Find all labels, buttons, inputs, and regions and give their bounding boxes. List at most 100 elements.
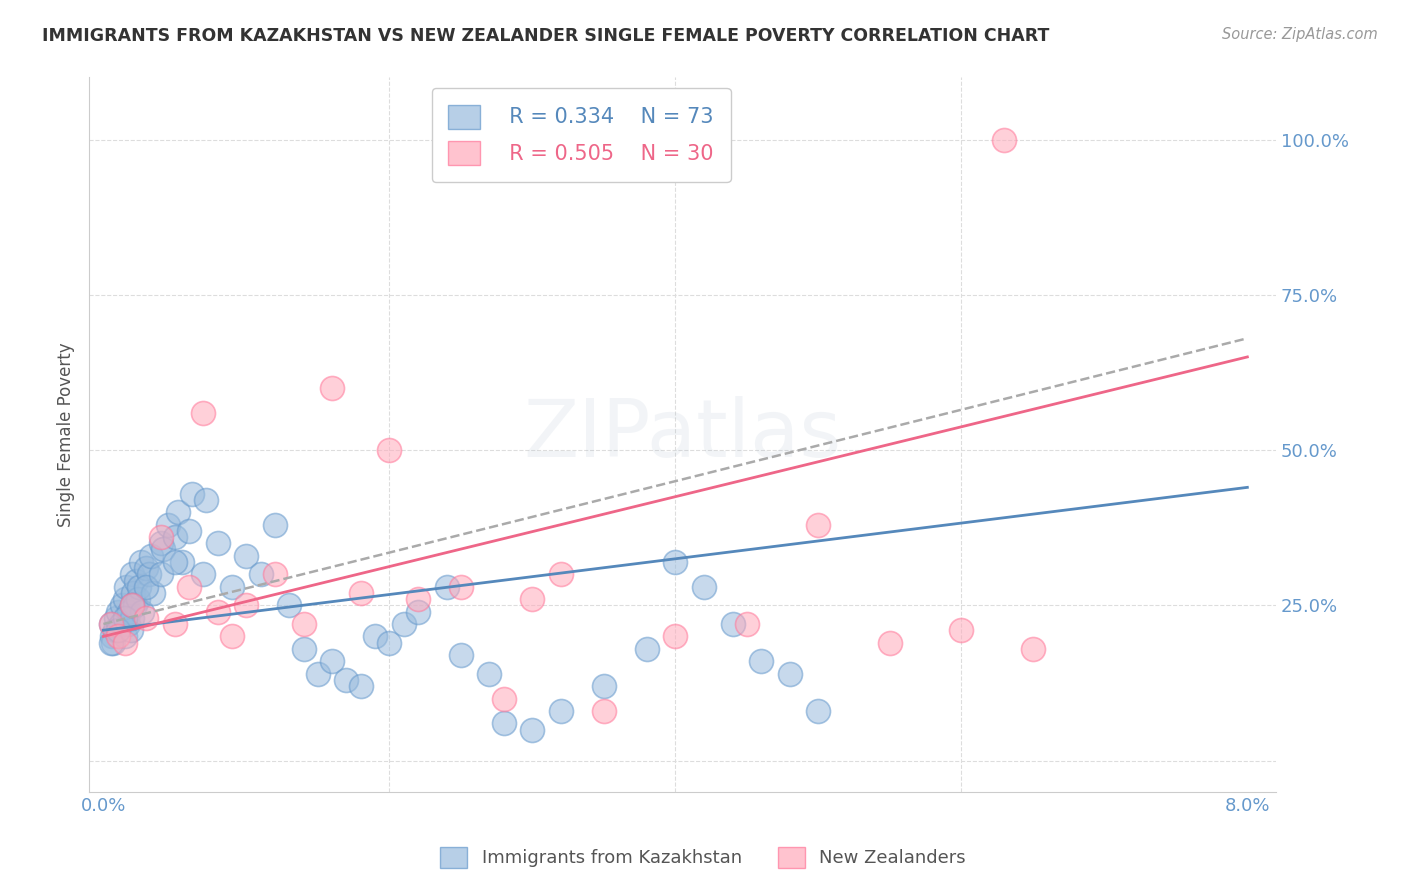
Point [121,599,143,613]
Point [100,617,122,632]
Point [104,624,127,638]
Point [114,592,136,607]
Point [105,611,128,625]
Point [292,617,315,632]
Point [156,517,179,532]
Point [350,586,373,600]
Point [127,592,149,607]
Point [135,611,157,625]
Point [249,567,271,582]
Point [121,611,143,625]
Point [135,561,157,575]
Point [436,580,458,594]
Point [807,704,830,718]
Point [103,635,125,649]
Point [149,536,172,550]
Point [193,567,215,582]
Point [492,716,515,731]
Point [993,132,1015,146]
Point [179,580,201,594]
Point [163,617,186,632]
Point [307,666,329,681]
Point [131,605,153,619]
Point [392,617,415,632]
Point [193,406,215,420]
Point [107,629,129,643]
Point [1022,641,1045,656]
Point [129,555,152,569]
Point [749,654,772,668]
Point [664,629,686,643]
Text: ZIPatlas: ZIPatlas [523,395,842,474]
Point [264,567,287,582]
Text: Source: ZipAtlas.com: Source: ZipAtlas.com [1222,27,1378,42]
Point [950,624,973,638]
Point [181,486,204,500]
Point [114,629,136,643]
Point [592,679,614,693]
Point [207,605,229,619]
Point [124,599,146,613]
Point [406,592,429,607]
Point [100,617,122,632]
Point [378,443,401,458]
Point [170,555,193,569]
Point [450,648,472,662]
Point [122,586,145,600]
Point [264,517,287,532]
Point [807,517,830,532]
Point [693,580,716,594]
Point [152,542,174,557]
Point [166,505,188,519]
Point [636,641,658,656]
Point [139,549,162,563]
Legend:   R = 0.334    N = 73,   R = 0.505    N = 30: R = 0.334 N = 73, R = 0.505 N = 30 [432,87,731,182]
Point [195,492,218,507]
Point [110,617,132,632]
Point [149,530,172,544]
Point [478,666,501,681]
Point [364,629,387,643]
Point [128,580,150,594]
Point [879,635,901,649]
Point [292,641,315,656]
Point [335,673,357,687]
Point [406,605,429,619]
Point [121,567,143,582]
Point [100,635,122,649]
Point [721,617,744,632]
Point [522,592,544,607]
Point [221,580,243,594]
Point [235,599,257,613]
Point [117,617,139,632]
Point [350,679,373,693]
Point [378,635,401,649]
Point [492,691,515,706]
Point [111,599,134,613]
Point [120,624,142,638]
Point [115,580,138,594]
Point [278,599,301,613]
Point [149,567,172,582]
Point [101,629,124,643]
Point [735,617,758,632]
Point [779,666,801,681]
Y-axis label: Single Female Poverty: Single Female Poverty [58,343,75,527]
Point [107,605,129,619]
Point [142,586,165,600]
Point [163,555,186,569]
Point [550,567,572,582]
Point [221,629,243,643]
Point [114,611,136,625]
Point [125,574,148,588]
Point [592,704,614,718]
Point [107,624,129,638]
Point [550,704,572,718]
Point [179,524,201,538]
Point [664,555,686,569]
Point [450,580,472,594]
Point [522,723,544,737]
Text: IMMIGRANTS FROM KAZAKHSTAN VS NEW ZEALANDER SINGLE FEMALE POVERTY CORRELATION CH: IMMIGRANTS FROM KAZAKHSTAN VS NEW ZEALAN… [42,27,1049,45]
Point [121,599,143,613]
Point [118,605,141,619]
